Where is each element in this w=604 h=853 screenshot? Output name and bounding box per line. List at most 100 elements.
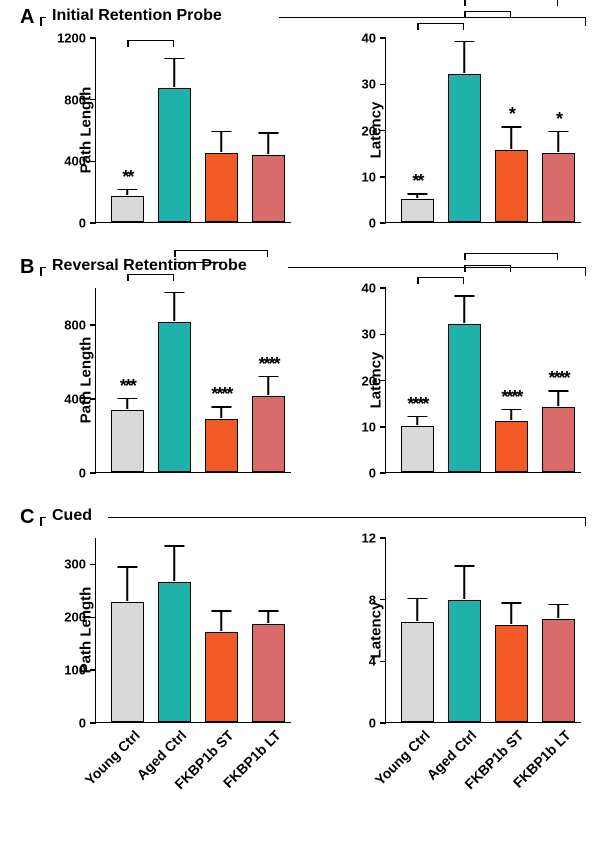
y-tick-label: 0 — [369, 216, 376, 231]
bar-young-ctrl — [111, 410, 144, 472]
y-tick-label: 400 — [64, 392, 86, 407]
bar-fkbp1b-st — [205, 419, 238, 472]
y-tick-label: 100 — [64, 663, 86, 678]
error-bar — [558, 390, 560, 406]
error-bar — [464, 565, 466, 599]
y-tick — [380, 661, 386, 663]
bar-fkbp1b-st — [495, 150, 528, 222]
panel-a: AInitial Retention ProbePath Length04008… — [12, 6, 592, 255]
significance-marker: **** — [258, 354, 278, 375]
plot-area: Path Length04008001200** — [95, 38, 291, 223]
panel-title: Cued — [52, 507, 92, 525]
x-axis-labels: Young CtrlAged CtrlFKBP1b STFKBP1b LT — [47, 727, 297, 822]
y-tick-label: 200 — [64, 610, 86, 625]
y-tick — [90, 472, 96, 474]
error-bar — [174, 545, 176, 581]
y-tick-label: 800 — [64, 92, 86, 107]
y-tick — [90, 669, 96, 671]
y-tick-label: 20 — [362, 373, 376, 388]
chart-a-right: Latency010203040**** — [337, 30, 587, 245]
y-tick — [90, 37, 96, 39]
y-tick — [90, 99, 96, 101]
bar-fkbp1b-lt — [542, 407, 575, 472]
y-tick-label: 1200 — [57, 31, 86, 46]
y-tick — [380, 599, 386, 601]
y-tick-label: 800 — [64, 318, 86, 333]
panel-header: CCued — [12, 506, 592, 530]
error-bar — [511, 126, 513, 149]
bar-fkbp1b-st — [495, 421, 528, 472]
error-bar — [464, 295, 466, 323]
bar-aged-ctrl — [158, 582, 191, 722]
chart-row: Path Length04008001200** Latency010203040… — [12, 30, 592, 255]
comparison-bracket — [464, 253, 558, 260]
y-tick — [380, 472, 386, 474]
y-tick-label: 400 — [64, 154, 86, 169]
error-bar — [417, 598, 419, 621]
bar-fkbp1b-lt — [252, 624, 285, 722]
y-tick — [90, 398, 96, 400]
bar-fkbp1b-lt — [252, 155, 285, 222]
bar-fkbp1b-st — [495, 625, 528, 722]
bar-young-ctrl — [401, 622, 434, 722]
error-bar — [127, 566, 129, 600]
y-tick — [90, 564, 96, 566]
error-bar — [511, 409, 513, 421]
comparison-bracket — [464, 0, 558, 6]
comparison-bracket — [464, 11, 511, 18]
bar-aged-ctrl — [158, 88, 191, 222]
significance-marker: * — [556, 109, 561, 130]
panel-b: BReversal Retention ProbePath Length0400… — [12, 256, 592, 505]
y-tick-label: 12 — [362, 531, 376, 546]
bar-young-ctrl — [111, 602, 144, 723]
y-tick — [380, 380, 386, 382]
y-tick-label: 0 — [79, 216, 86, 231]
bar-aged-ctrl — [448, 324, 481, 472]
y-tick — [380, 287, 386, 289]
y-tick-label: 30 — [362, 327, 376, 342]
plot-area: Path Length0400800*********** — [95, 288, 291, 473]
y-tick-label: 0 — [369, 466, 376, 481]
panel-header: AInitial Retention Probe — [12, 6, 592, 30]
y-tick-label: 10 — [362, 169, 376, 184]
comparison-bracket — [417, 23, 464, 30]
plot-area: Latency010203040**** — [385, 38, 581, 223]
y-tick — [380, 130, 386, 132]
x-tick-label: Young Ctrl — [371, 727, 432, 788]
comparison-bracket — [174, 262, 221, 269]
panel-bracket-left — [40, 517, 46, 526]
bar-young-ctrl — [401, 199, 434, 222]
y-tick — [90, 617, 96, 619]
y-tick — [380, 222, 386, 224]
x-axis-labels: Young CtrlAged CtrlFKBP1b STFKBP1b LT — [337, 727, 587, 822]
comparison-bracket — [464, 265, 511, 272]
y-tick-label: 40 — [362, 281, 376, 296]
y-tick — [380, 176, 386, 178]
significance-marker: **** — [501, 387, 521, 408]
panel-c: CCuedPath Length0100200300Young CtrlAged… — [12, 506, 592, 840]
bar-fkbp1b-st — [205, 153, 238, 222]
chart-b-left: Path Length0400800*********** — [47, 280, 297, 495]
bar-fkbp1b-lt — [252, 396, 285, 472]
bar-fkbp1b-lt — [542, 619, 575, 722]
bar-fkbp1b-lt — [542, 153, 575, 222]
comparison-bracket — [174, 250, 268, 257]
plot-area: Latency04812 — [385, 538, 581, 723]
bar-aged-ctrl — [448, 600, 481, 722]
y-tick — [90, 324, 96, 326]
x-tick-label: Young Ctrl — [81, 727, 142, 788]
y-axis-label: Path Length — [78, 587, 95, 674]
error-bar — [268, 610, 270, 623]
comparison-bracket — [417, 277, 464, 284]
y-tick — [90, 222, 96, 224]
y-tick — [90, 161, 96, 163]
error-bar — [127, 189, 129, 195]
significance-marker: *** — [120, 376, 135, 397]
error-bar — [174, 292, 176, 322]
y-tick-label: 30 — [362, 77, 376, 92]
significance-marker: **** — [211, 384, 231, 405]
chart-a-left: Path Length04008001200** — [47, 30, 297, 245]
chart-b-right: Latency010203040************ — [337, 280, 587, 495]
y-tick — [380, 84, 386, 86]
y-tick — [380, 37, 386, 39]
